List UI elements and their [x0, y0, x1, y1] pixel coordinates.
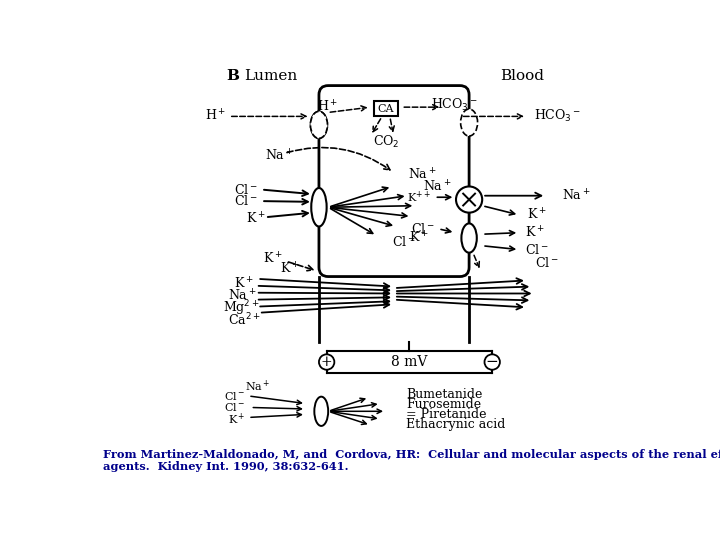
Ellipse shape: [461, 109, 477, 136]
Circle shape: [319, 354, 334, 370]
Text: CO$_2$: CO$_2$: [373, 134, 399, 150]
Ellipse shape: [311, 188, 327, 226]
Circle shape: [456, 186, 482, 213]
Ellipse shape: [462, 224, 477, 253]
Text: 8 mV: 8 mV: [391, 355, 428, 369]
Circle shape: [485, 354, 500, 370]
Text: K$^+$: K$^+$: [280, 261, 300, 276]
Text: K$^+$: K$^+$: [246, 211, 265, 226]
Text: Lumen: Lumen: [244, 69, 297, 83]
Text: Cl$^-$: Cl$^-$: [392, 235, 416, 249]
Text: K$^+$: K$^+$: [409, 231, 429, 246]
Text: K$^+$: K$^+$: [527, 207, 546, 222]
Text: Ethacrynic acid: Ethacrynic acid: [406, 418, 505, 431]
Text: Ca$^{2+}$: Ca$^{2+}$: [228, 312, 261, 329]
Text: B: B: [227, 69, 240, 83]
Text: +: +: [321, 355, 333, 369]
Text: −: −: [486, 355, 498, 369]
Text: Bumetanide: Bumetanide: [406, 388, 482, 401]
Text: Cl$^-$: Cl$^-$: [534, 256, 558, 271]
Text: Na$^+$: Na$^+$: [562, 188, 590, 204]
Text: Na$^+$: Na$^+$: [423, 179, 451, 194]
Text: K$^+$: K$^+$: [264, 251, 283, 267]
Text: Cl$^-$: Cl$^-$: [526, 242, 549, 256]
Text: Blood: Blood: [500, 69, 544, 83]
Ellipse shape: [315, 397, 328, 426]
Text: agents.  Kidney Int. 1990, 38:632-641.: agents. Kidney Int. 1990, 38:632-641.: [104, 461, 349, 472]
Text: HCO$_3$$^-$: HCO$_3$$^-$: [534, 109, 581, 124]
Text: = Piretanide: = Piretanide: [406, 408, 487, 421]
Text: From Martinez-Maldonado, M, and  Cordova, HR:  Cellular and molecular aspects of: From Martinez-Maldonado, M, and Cordova,…: [104, 449, 720, 460]
Text: Cl$^-$: Cl$^-$: [225, 401, 246, 414]
Text: K$^+$: K$^+$: [228, 411, 246, 427]
Ellipse shape: [310, 111, 328, 138]
Text: CA: CA: [378, 104, 394, 114]
Text: Na$^+$: Na$^+$: [265, 148, 294, 163]
Text: Cl$^-$: Cl$^-$: [410, 222, 434, 236]
Text: H$^+$: H$^+$: [317, 99, 338, 115]
Text: Furosemide: Furosemide: [406, 398, 481, 411]
Text: K$^+$: K$^+$: [234, 276, 253, 292]
Text: Cl$^-$: Cl$^-$: [225, 390, 246, 402]
Text: Cl$^-$: Cl$^-$: [233, 194, 257, 208]
Text: Na$^+$: Na$^+$: [245, 379, 270, 394]
Text: K$^{++}$: K$^{++}$: [407, 190, 431, 205]
Ellipse shape: [310, 111, 328, 138]
Text: Na$^+$: Na$^+$: [228, 288, 257, 303]
Text: H$^+$: H$^+$: [205, 109, 227, 124]
Text: Na$^+$: Na$^+$: [408, 167, 436, 183]
FancyBboxPatch shape: [374, 101, 398, 117]
Text: HCO$_3$$^-$: HCO$_3$$^-$: [431, 97, 477, 113]
Text: K$^+$: K$^+$: [526, 225, 545, 240]
Text: Cl$^-$: Cl$^-$: [233, 183, 257, 197]
Text: Mg$^{2+}$: Mg$^{2+}$: [222, 298, 259, 318]
